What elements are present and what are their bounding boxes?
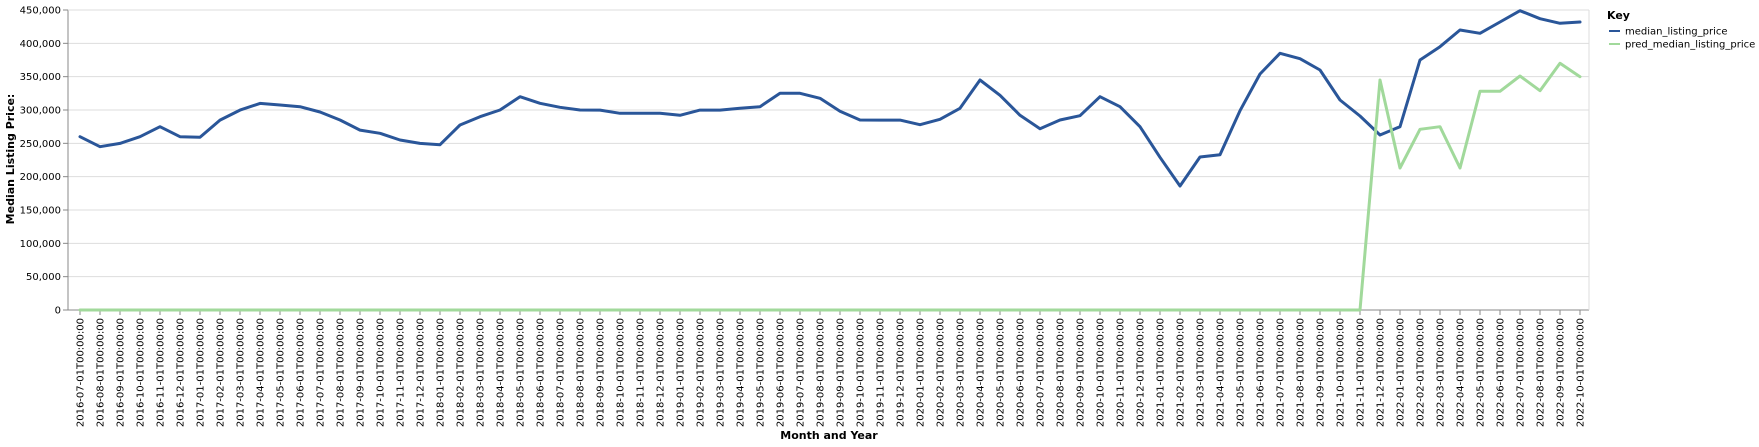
x-tick-label: 2020-07-01T00:00:00	[1036, 318, 1047, 427]
x-tick-label: 2021-04-01T00:00:00	[1216, 318, 1227, 427]
x-tick-label: 2021-08-01T00:00:00	[1296, 318, 1307, 427]
x-tick-label: 2019-04-01T00:00:00	[736, 318, 747, 427]
x-tick-label: 2018-03-01T00:00:00	[476, 318, 487, 427]
x-tick-label: 2021-12-01T00:00:00	[1376, 318, 1387, 427]
x-tick-label: 2018-08-01T00:00:00	[576, 318, 587, 427]
x-tick-label: 2022-08-01T00:00:00	[1536, 318, 1547, 427]
plot-area	[67, 9, 1590, 311]
x-tick-label: 2017-12-01T00:00:00	[416, 318, 427, 427]
x-tick-label: 2018-04-01T00:00:00	[496, 318, 507, 427]
x-tick-label: 2018-06-01T00:00:00	[536, 318, 547, 427]
x-tick-label: 2021-09-01T00:00:00	[1316, 318, 1327, 427]
x-tick-label: 2019-06-01T00:00:00	[776, 318, 787, 427]
x-tick-label: 2017-08-01T00:00:00	[336, 318, 347, 427]
x-tick-label: 2019-05-01T00:00:00	[756, 318, 767, 427]
legend-title: Key	[1607, 9, 1630, 22]
legend-label: median_listing_price	[1625, 27, 1728, 38]
x-tick-label: 2021-06-01T00:00:00	[1256, 318, 1267, 427]
y-tick-label: 150,000	[20, 206, 61, 217]
y-tick-label: 200,000	[20, 172, 61, 183]
x-axis-title: Month and Year	[780, 429, 878, 442]
x-tick-label: 2019-09-01T00:00:00	[836, 318, 847, 427]
x-tick-label: 2020-04-01T00:00:00	[976, 318, 987, 427]
x-tick-label: 2021-05-01T00:00:00	[1236, 318, 1247, 427]
x-tick-label: 2021-03-01T00:00:00	[1196, 318, 1207, 427]
x-tick-label: 2020-06-01T00:00:00	[1016, 318, 1027, 427]
x-tick-label: 2017-06-01T00:00:00	[296, 318, 307, 427]
x-tick-label: 2020-11-01T00:00:00	[1116, 318, 1127, 427]
x-tick-label: 2022-09-01T00:00:00	[1556, 318, 1567, 427]
x-axis: 2016-07-01T00:00:00 2016-08-01T00:00:00 20…	[76, 310, 1587, 427]
y-tick-label: 350,000	[20, 72, 61, 83]
series-line-pred_median_listing_price	[78, 61, 1582, 312]
series-lines	[78, 9, 1582, 312]
x-tick-label: 2022-02-01T00:00:00	[1416, 318, 1427, 427]
x-tick-label: 2019-01-01T00:00:00	[676, 318, 687, 427]
x-tick-label: 2018-12-01T00:00:00	[656, 318, 667, 427]
x-tick-label: 2020-12-01T00:00:00	[1136, 318, 1147, 427]
x-tick-label: 2017-02-01T00:00:00	[216, 318, 227, 427]
x-tick-label: 2019-08-01T00:00:00	[816, 318, 827, 427]
x-tick-label: 2020-05-01T00:00:00	[996, 318, 1007, 427]
x-tick-label: 2017-03-01T00:00:00	[236, 318, 247, 427]
y-tick-label: 400,000	[20, 39, 61, 50]
x-tick-label: 2017-11-01T00:00:00	[396, 318, 407, 427]
x-tick-label: 2018-10-01T00:00:00	[616, 318, 627, 427]
x-tick-label: 2021-11-01T00:00:00	[1356, 318, 1367, 427]
x-tick-label: 2016-12-01T00:00:00	[176, 318, 187, 427]
x-tick-label: 2019-03-01T00:00:00	[716, 318, 727, 427]
x-tick-label: 2016-10-01T00:00:00	[136, 318, 147, 427]
x-tick-label: 2017-07-01T00:00:00	[316, 318, 327, 427]
x-tick-label: 2018-09-01T00:00:00	[596, 318, 607, 427]
x-tick-label: 2018-01-01T00:00:00	[436, 318, 447, 427]
x-tick-label: 2019-07-01T00:00:00	[796, 318, 807, 427]
y-tick-label: 250,000	[20, 139, 61, 150]
x-tick-label: 2022-05-01T00:00:00	[1476, 318, 1487, 427]
x-tick-label: 2018-05-01T00:00:00	[516, 318, 527, 427]
x-tick-label: 2022-10-01T00:00:00	[1576, 318, 1587, 427]
x-tick-label: 2022-01-01T00:00:00	[1396, 318, 1407, 427]
x-tick-label: 2017-05-01T00:00:00	[276, 318, 287, 427]
x-tick-label: 2020-02-01T00:00:00	[936, 318, 947, 427]
x-tick-label: 2018-02-01T00:00:00	[456, 318, 467, 427]
x-tick-label: 2017-01-01T00:00:00	[196, 318, 207, 427]
x-tick-label: 2016-11-01T00:00:00	[156, 318, 167, 427]
x-tick-label: 2020-10-01T00:00:00	[1096, 318, 1107, 427]
x-tick-label: 2016-09-01T00:00:00	[116, 318, 127, 427]
x-tick-label: 2022-06-01T00:00:00	[1496, 318, 1507, 427]
x-tick-label: 2021-02-01T00:00:00	[1176, 318, 1187, 427]
x-tick-label: 2019-02-01T00:00:00	[696, 318, 707, 427]
legend-label: pred_median_listing_price	[1625, 40, 1755, 51]
x-tick-label: 2019-11-01T00:00:00	[876, 318, 887, 427]
y-tick-label: 50,000	[26, 272, 61, 283]
x-tick-label: 2022-07-01T00:00:00	[1516, 318, 1527, 427]
x-tick-label: 2017-09-01T00:00:00	[356, 318, 367, 427]
x-tick-label: 2020-03-01T00:00:00	[956, 318, 967, 427]
x-tick-label: 2020-08-01T00:00:00	[1056, 318, 1067, 427]
x-tick-label: 2022-03-01T00:00:00	[1436, 318, 1447, 427]
y-axis-title: Median Listing Price:	[4, 94, 17, 225]
x-tick-label: 2017-10-01T00:00:00	[376, 318, 387, 427]
x-tick-label: 2021-01-01T00:00:00	[1156, 318, 1167, 427]
x-tick-label: 2020-01-01T00:00:00	[916, 318, 927, 427]
x-tick-label: 2022-04-01T00:00:00	[1456, 318, 1467, 427]
x-tick-label: 2018-07-01T00:00:00	[556, 318, 567, 427]
x-tick-label: 2017-04-01T00:00:00	[256, 318, 267, 427]
x-tick-label: 2016-08-01T00:00:00	[96, 318, 107, 427]
x-tick-label: 2016-07-01T00:00:00	[76, 318, 87, 427]
y-tick-label: 450,000	[20, 6, 61, 17]
y-axis: 0 50,000 100,000 150,000 200,000 250,000 300,0…	[20, 6, 68, 317]
x-tick-label: 2018-11-01T00:00:00	[636, 318, 647, 427]
legend: Key median_listing_price pred_median_list…	[1607, 9, 1755, 51]
x-tick-label: 2021-07-01T00:00:00	[1276, 318, 1287, 427]
x-tick-label: 2020-09-01T00:00:00	[1076, 318, 1087, 427]
x-tick-label: 2019-12-01T00:00:00	[896, 318, 907, 427]
y-tick-label: 0	[55, 306, 61, 317]
x-tick-label: 2019-10-01T00:00:00	[856, 318, 867, 427]
series-line-median_listing_price	[78, 9, 1582, 188]
y-tick-label: 100,000	[20, 239, 61, 250]
y-tick-label: 300,000	[20, 106, 61, 117]
x-tick-label: 2021-10-01T00:00:00	[1336, 318, 1347, 427]
